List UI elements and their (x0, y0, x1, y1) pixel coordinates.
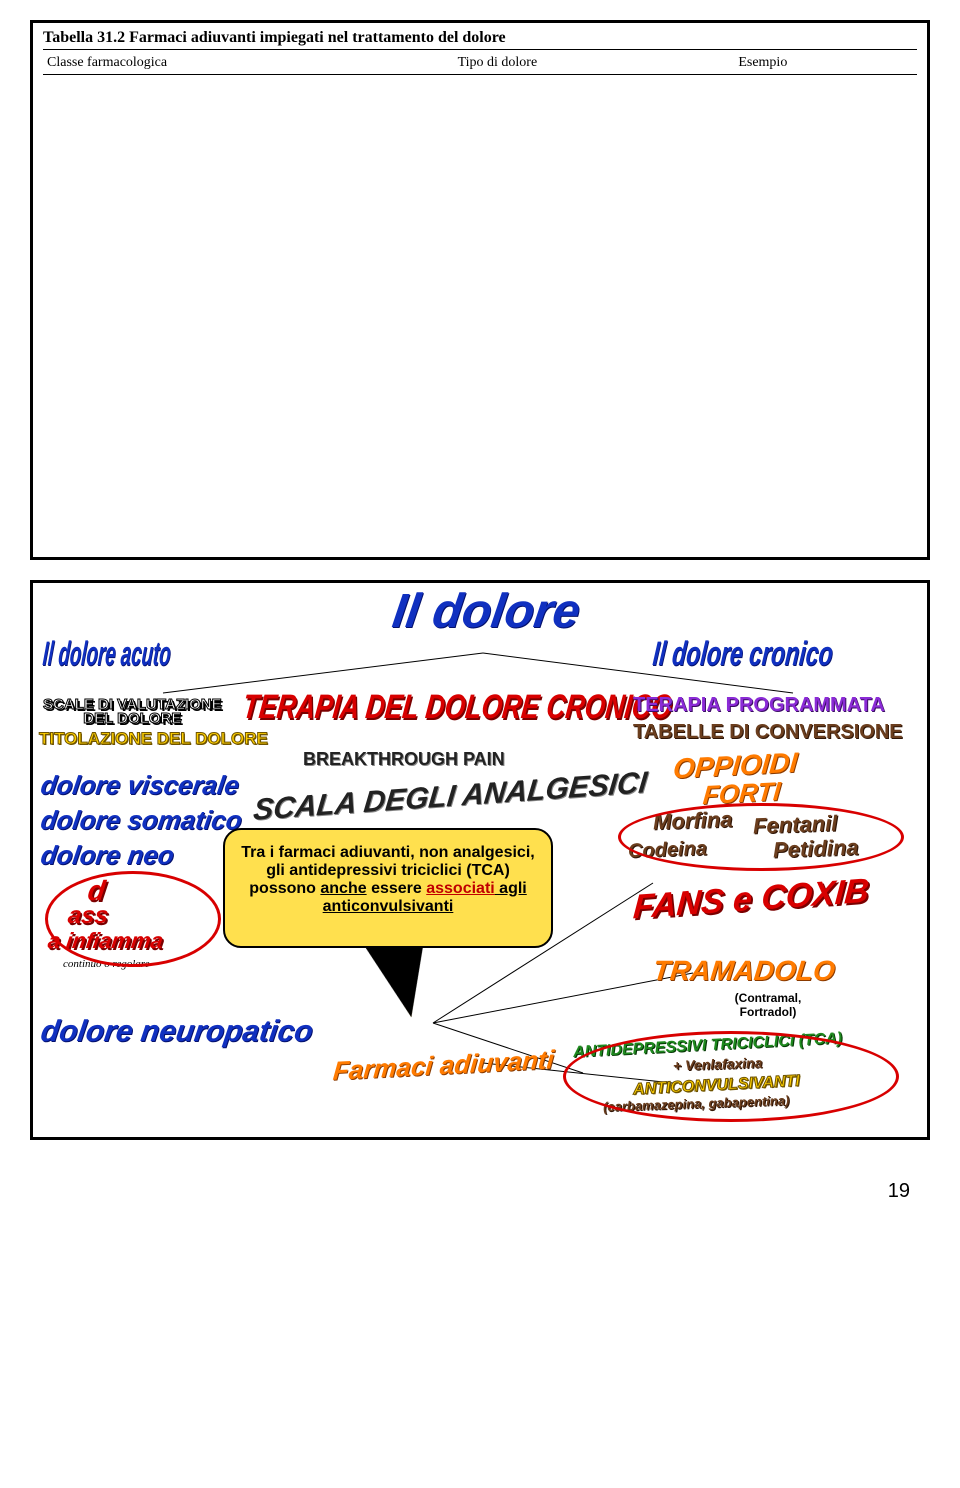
label-acute: Il dolore acuto (42, 638, 172, 670)
label-viscerale: dolore viscerale (39, 773, 240, 798)
slide-infographic: Il dolore Il dolore acuto Il dolore cron… (30, 580, 930, 1140)
label-scale-eval: SCALE DI VALUTAZIONEDEL DOLORE (43, 698, 222, 727)
col-esempio: Esempio (734, 54, 917, 75)
table-title: Tabella 31.2 Farmaci adiuvanti impiegati… (43, 29, 917, 50)
note-tramadolo: (Contramal, Fortradol) (713, 991, 823, 1019)
oval-opioids (618, 803, 904, 871)
callout-bubble: Tra i farmaci adiuvanti, non analgesici,… (223, 828, 553, 948)
label-scala-analg: SCALA DEGLI ANALGESICI (252, 769, 649, 825)
bubble-l2: gli antidepressivi triciclici (TCA) (266, 862, 510, 879)
label-terapia-cronico: TERAPIA DEL DOLORE CRONICO (241, 691, 673, 723)
label-titolazione: TITOLAZIONE DEL DOLORE (39, 731, 268, 747)
bubble-l1: Tra i farmaci adiuvanti, non analgesici, (241, 844, 534, 861)
label-farm-adiuvanti: Farmaci adiuvanti (332, 1047, 555, 1083)
col-tipo: Tipo di dolore (454, 54, 735, 75)
label-tramadolo: TRAMADOLO (652, 958, 837, 985)
label-neuropatico-bottom: dolore neuropatico (39, 1018, 315, 1047)
col-classe: Classe farmacologica (43, 54, 454, 75)
bubble-l4: anticonvulsivanti (323, 898, 454, 915)
title-il-dolore: Il dolore (390, 589, 583, 635)
page-number: 19 (0, 1180, 910, 1203)
label-terapia-prog: TERAPIA PROGRAMMATA (633, 696, 885, 715)
label-tab-conv: TABELLE DI CONVERSIONE (633, 723, 903, 742)
label-chronic: Il dolore cronico (651, 638, 834, 670)
label-fans: FANS e COXIB (632, 875, 870, 924)
slide-table: Tabella 31.2 Farmaci adiuvanti impiegati… (30, 20, 930, 560)
label-breakthrough: BREAKTHROUGH PAIN (303, 751, 505, 768)
drug-table: Classe farmacologica Tipo di dolore Esem… (43, 54, 917, 75)
label-somatico: dolore somatico (39, 808, 243, 833)
oval-adjuvants (563, 1031, 899, 1122)
label-neo: dolore neo (39, 843, 175, 868)
oval-left (45, 871, 221, 967)
